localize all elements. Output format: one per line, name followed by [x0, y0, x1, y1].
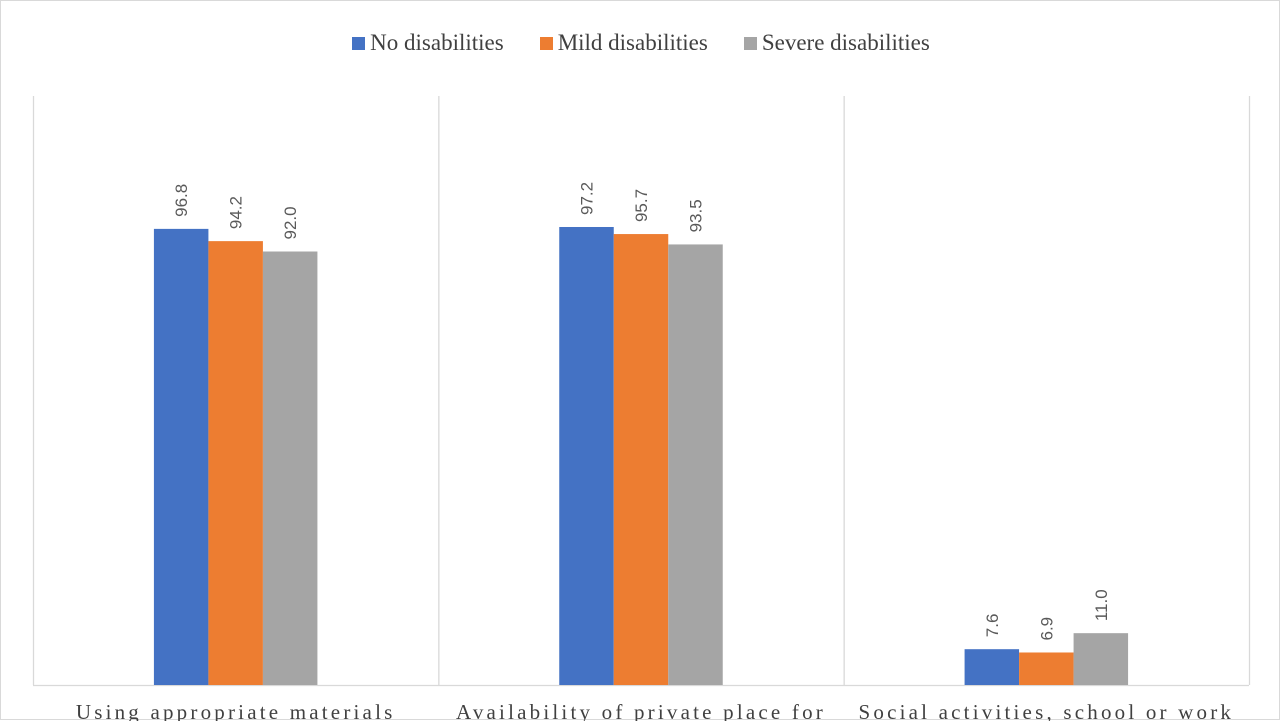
category-labels: Using appropriate materials Availability … [76, 700, 1235, 721]
legend-item-severe-disabilities: Severe disabilities [743, 30, 930, 56]
data-label: 96.8 [172, 184, 191, 217]
data-label: 92.0 [281, 206, 300, 239]
legend-swatch-severe-disabilities [743, 36, 757, 50]
legend-item-mild-disabilities: Mild disabilities [539, 30, 708, 56]
data-label: 94.2 [227, 196, 246, 229]
data-label: 97.2 [578, 182, 597, 215]
bar [208, 241, 263, 686]
bar [153, 228, 209, 685]
legend-label-severe-disabilities: Severe disabilities [761, 30, 930, 55]
category-label: Using appropriate materials [76, 700, 396, 721]
data-label: 11.0 [1092, 589, 1111, 621]
legend-swatch-no-disabilities [352, 36, 366, 50]
legend-label-no-disabilities: No disabilities [370, 30, 504, 55]
category-label: Availability of private place for [456, 700, 826, 721]
bar [559, 226, 614, 686]
data-label: 93.5 [687, 199, 706, 232]
category-label: Social activities, school or work [859, 700, 1235, 721]
legend-item-no-disabilities: No disabilities [352, 30, 504, 56]
bar [964, 649, 1020, 685]
data-label: 95.7 [632, 189, 651, 222]
legend: No disabilities Mild disabilities Severe… [1, 28, 1280, 58]
bar [668, 244, 723, 686]
bar [262, 251, 318, 685]
gridlines [32, 96, 1251, 687]
data-label: 6.9 [1037, 617, 1056, 641]
bar [1019, 652, 1074, 685]
legend-swatch-mild-disabilities [539, 36, 553, 50]
data-label: 7.6 [983, 614, 1002, 638]
bars [153, 226, 1129, 686]
bar [613, 234, 669, 686]
value-labels: 96.8 94.2 92.0 97.2 95.7 93.5 7.6 6.9 11.0 [172, 182, 1111, 641]
bar [1073, 633, 1129, 685]
legend-label-mild-disabilities: Mild disabilities [557, 30, 708, 55]
